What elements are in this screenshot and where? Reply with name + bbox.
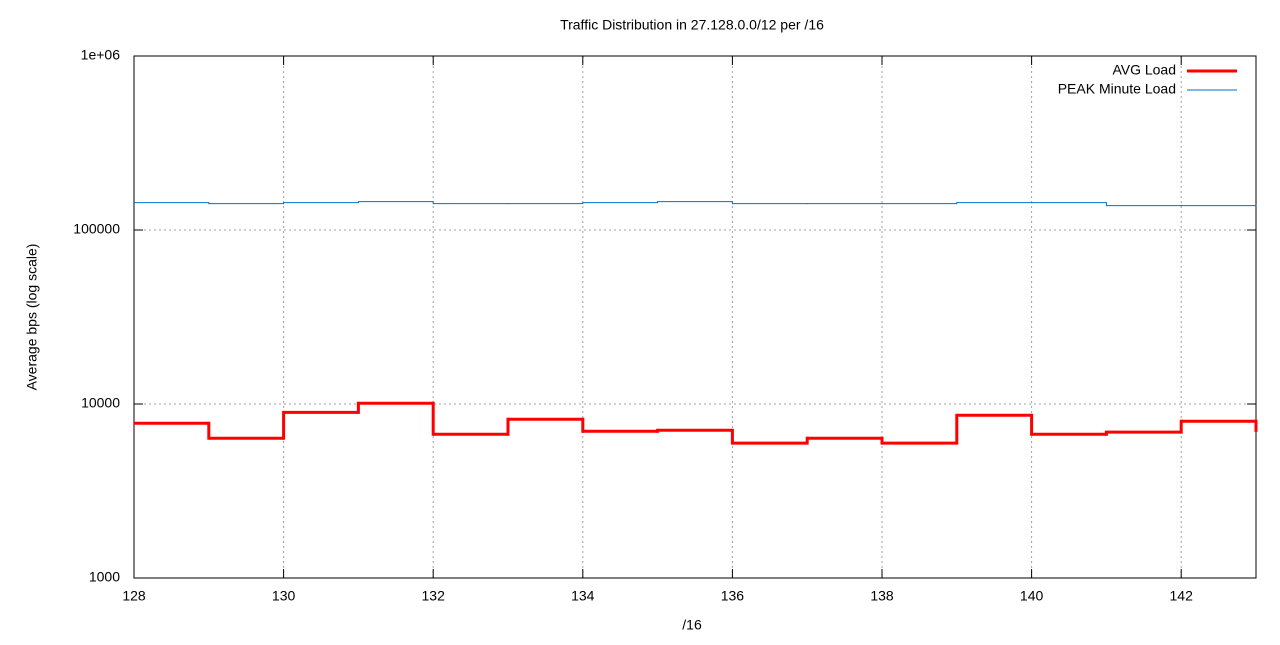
x-tick-label: 134 <box>571 588 595 604</box>
chart-title: Traffic Distribution in 27.128.0.0/12 pe… <box>560 17 824 33</box>
y-tick-label: 10000 <box>81 395 120 411</box>
x-tick-label: 130 <box>272 588 296 604</box>
x-tick-label: 142 <box>1170 588 1194 604</box>
y-axis-label: Average bps (log scale) <box>24 244 40 391</box>
y-tick-label: 1e+06 <box>81 47 121 63</box>
x-tick-label: 138 <box>870 588 894 604</box>
x-tick-label: 132 <box>422 588 446 604</box>
x-tick-label: 128 <box>122 588 146 604</box>
plot-frame <box>133 55 1257 579</box>
x-axis-label: /16 <box>682 617 702 633</box>
x-tick-label: 136 <box>721 588 745 604</box>
legend-label: PEAK Minute Load <box>1058 81 1176 97</box>
y-tick-label: 1000 <box>89 569 120 585</box>
x-tick-label: 140 <box>1020 588 1044 604</box>
legend-label: AVG Load <box>1112 62 1176 78</box>
y-tick-label: 100000 <box>73 221 120 237</box>
